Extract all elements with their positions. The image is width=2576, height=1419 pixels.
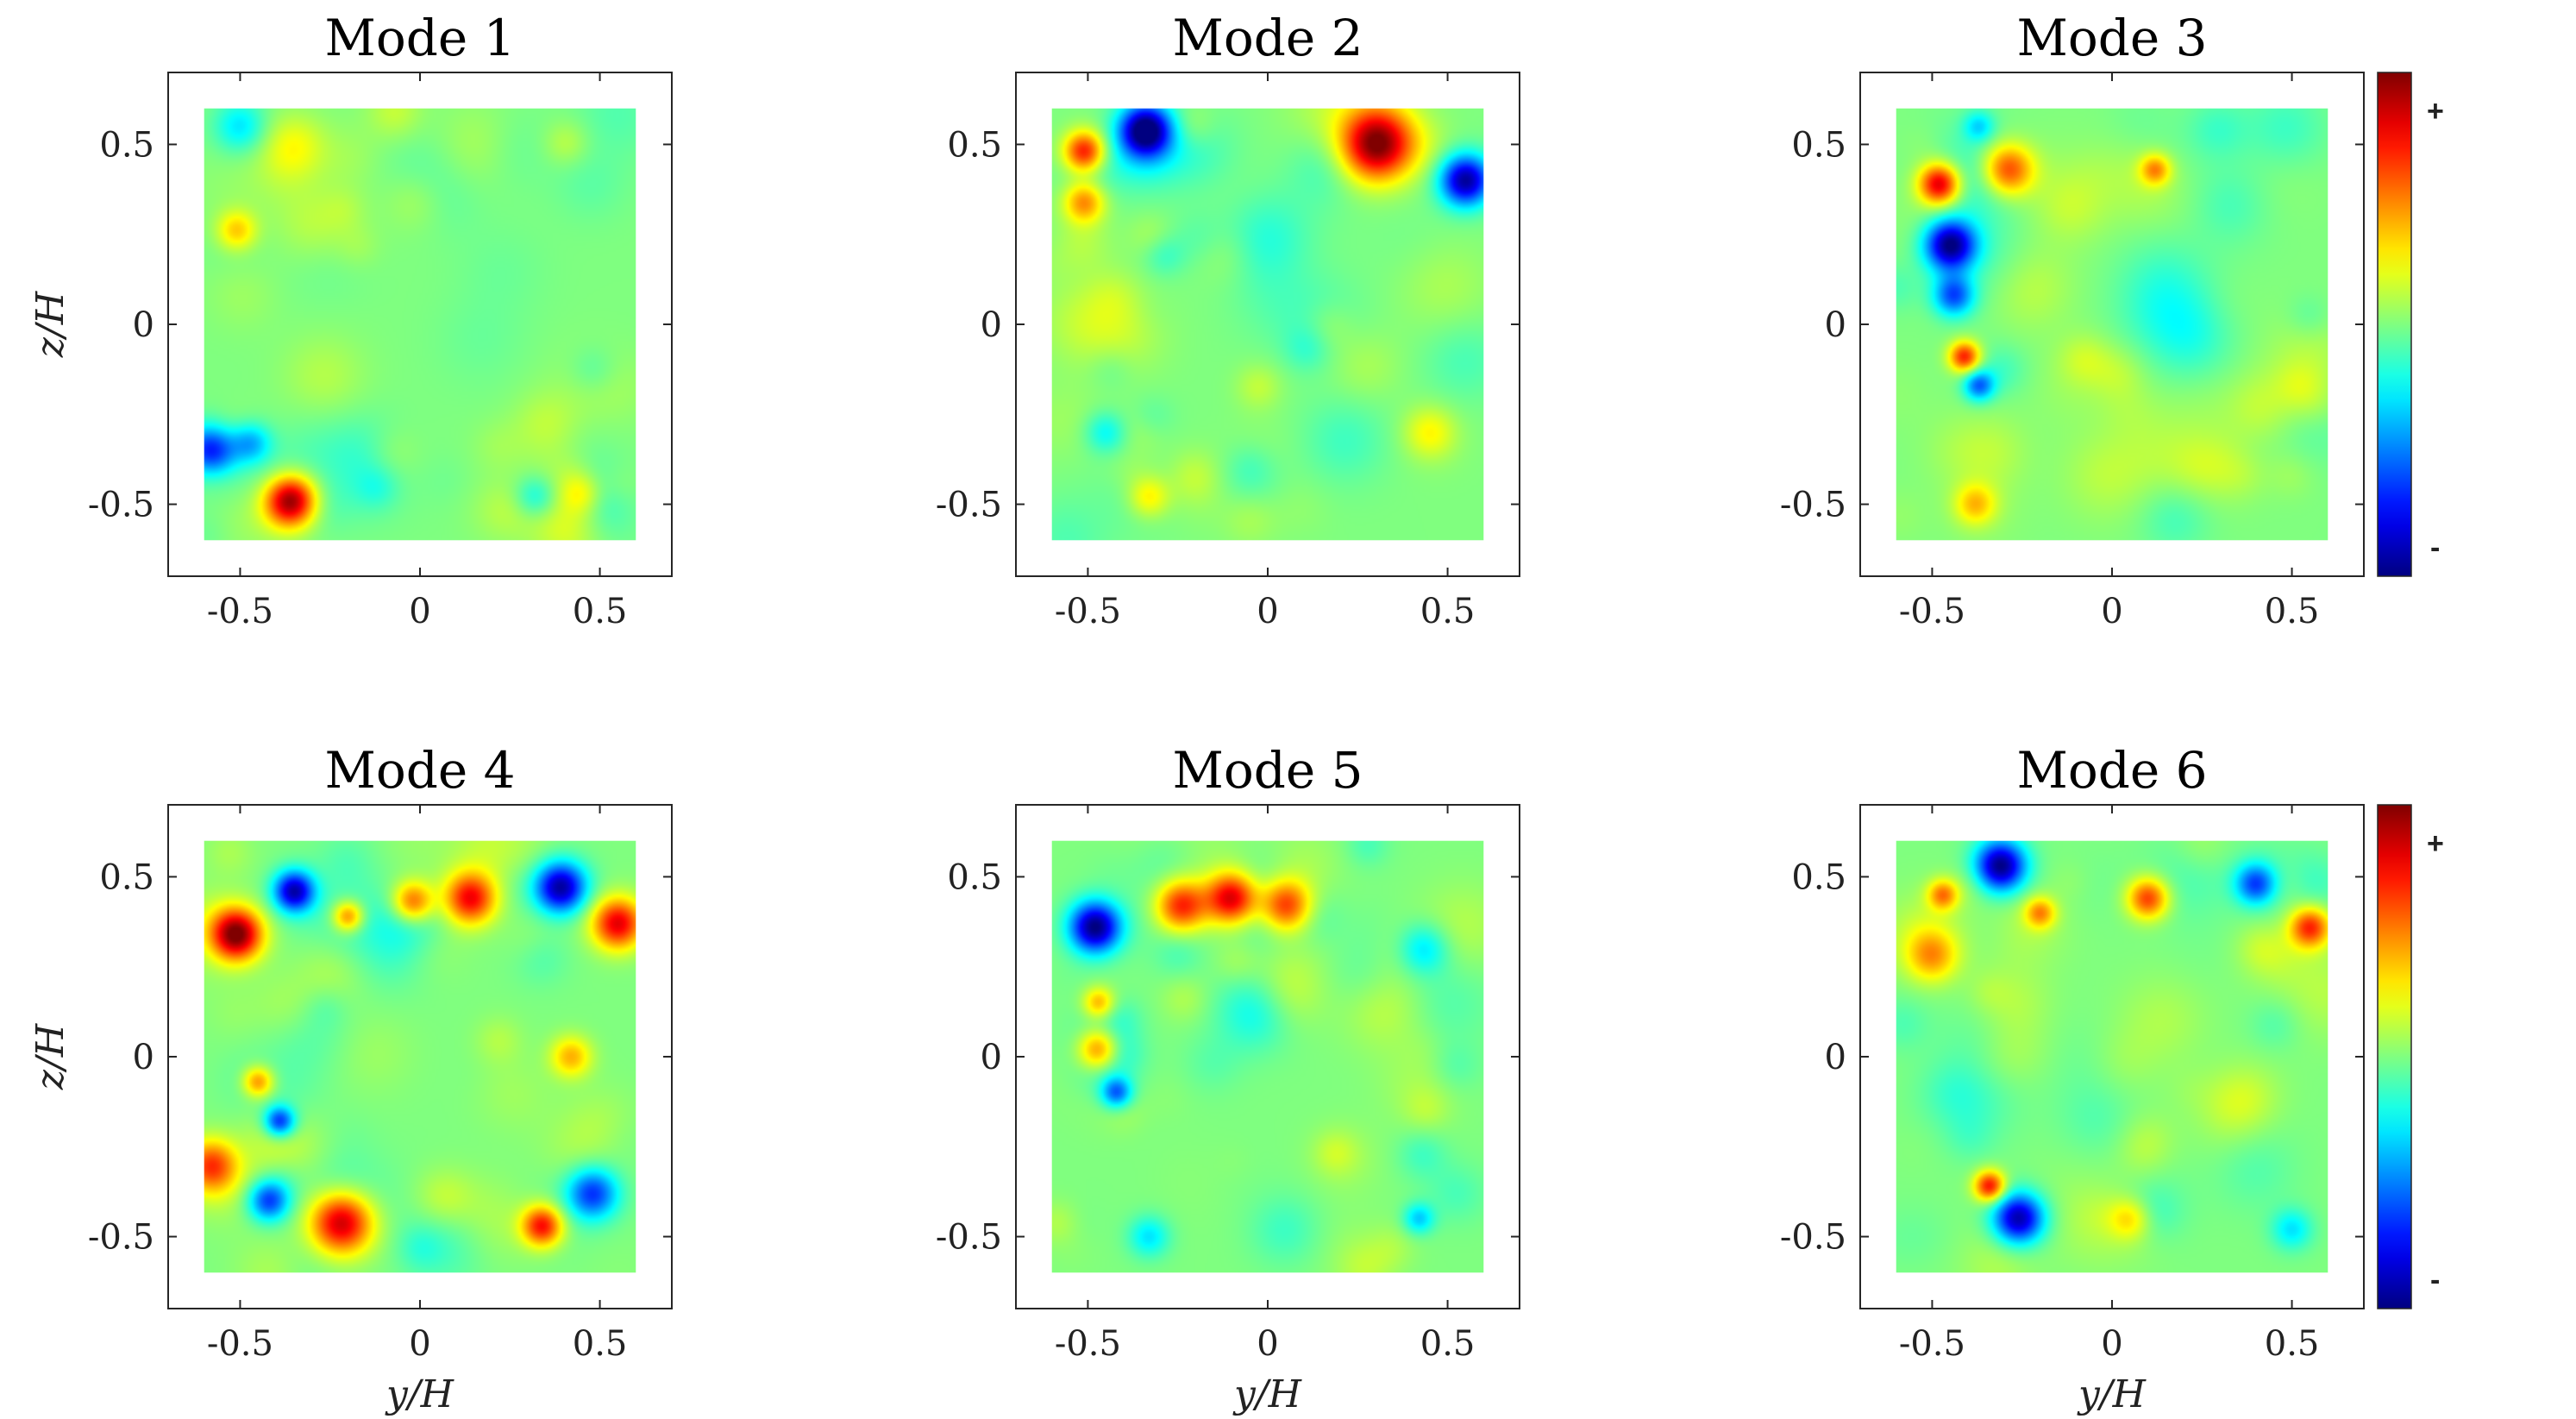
subplot-title: Mode 1 (324, 9, 515, 67)
x-tick-label: 0 (2101, 592, 2122, 631)
x-tick-label: 0 (2101, 1324, 2122, 1364)
y-tick-label: -0.5 (88, 1218, 154, 1258)
subplot-mode-6: -0.5 0 0.5 0.5 0 -0.5 Mode 6 y/H (1780, 741, 2365, 1416)
subplot-title: Mode 2 (1172, 9, 1363, 67)
x-tick-label: 0 (409, 592, 430, 631)
x-tick-label: 0.5 (573, 592, 628, 631)
subplot-title: Mode 5 (1172, 741, 1363, 800)
y-tick-label: 0.5 (99, 125, 154, 165)
y-tick-label: 0 (981, 305, 1002, 345)
x-tick-label: 0 (1257, 592, 1278, 631)
heatmap-field (204, 108, 636, 541)
x-tick-label: 0.5 (2265, 592, 2320, 631)
y-tick-label: -0.5 (1780, 486, 1846, 525)
heatmap-field (1896, 108, 2328, 541)
x-tick-label: 0 (1257, 1324, 1278, 1364)
x-tick-label: -0.5 (1055, 1324, 1121, 1364)
x-tick-label: -0.5 (207, 592, 273, 631)
heatmap-field (1051, 840, 1484, 1273)
y-tick-label: 0.5 (99, 857, 154, 897)
x-axis-label: y/H (2077, 1372, 2147, 1416)
x-tick-label: -0.5 (207, 1324, 273, 1364)
colorbar-1: +- (2377, 72, 2444, 577)
y-tick-label: 0 (133, 305, 154, 345)
x-tick-label: 0.5 (2265, 1324, 2320, 1364)
subplot-mode-4: -0.5 0 0.5 0.5 0 -0.5 Mode 4 y/H z/H (28, 741, 673, 1416)
subplot-title: Mode 4 (324, 741, 515, 800)
colorbar-minus-label: - (2430, 1264, 2440, 1297)
x-tick-label: 0.5 (1420, 1324, 1476, 1364)
y-tick-label: 0.5 (1791, 125, 1846, 165)
y-axis-label: z/H (28, 1022, 72, 1090)
y-tick-label: -0.5 (88, 486, 154, 525)
y-tick-label: 0.5 (947, 857, 1002, 897)
subplot-mode-5: -0.5 0 0.5 0.5 0 -0.5 Mode 5 y/H (936, 741, 1520, 1416)
x-tick-label: 0.5 (1420, 592, 1476, 631)
y-axis-label: z/H (28, 290, 72, 358)
subplot-title: Mode 3 (2016, 9, 2207, 67)
colorbar-gradient (2377, 804, 2412, 1309)
heatmap-field (204, 840, 636, 1273)
x-tick-label: -0.5 (1055, 592, 1121, 631)
y-tick-label: 0 (1825, 305, 1846, 345)
y-tick-label: -0.5 (1780, 1218, 1846, 1258)
x-tick-label: 0.5 (573, 1324, 628, 1364)
y-tick-label: 0.5 (947, 125, 1002, 165)
colorbar-plus-label: + (2427, 95, 2444, 128)
heatmap-field (1896, 840, 2328, 1273)
x-tick-label: 0 (409, 1324, 430, 1364)
colorbar-plus-label: + (2427, 827, 2444, 860)
y-tick-label: 0 (133, 1038, 154, 1077)
colorbar-2: +- (2377, 804, 2444, 1309)
y-tick-label: -0.5 (936, 1218, 1002, 1258)
colorbar-minus-label: - (2430, 531, 2440, 564)
y-tick-label: -0.5 (936, 486, 1002, 525)
subplot-title: Mode 6 (2016, 741, 2207, 800)
y-tick-label: 0.5 (1791, 857, 1846, 897)
x-axis-label: y/H (385, 1372, 455, 1416)
x-axis-label: y/H (1232, 1372, 1303, 1416)
heatmap-field (1051, 108, 1484, 541)
subplot-mode-2: -0.5 0 0.5 0.5 0 -0.5 Mode 2 (936, 9, 1520, 631)
colorbar-gradient (2377, 72, 2412, 577)
y-tick-label: 0 (1825, 1038, 1846, 1077)
subplot-mode-1: -0.5 0 0.5 0.5 0 -0.5 Mode 1 z/H (28, 9, 673, 631)
subplot-mode-3: -0.5 0 0.5 0.5 0 -0.5 Mode 3 (1780, 9, 2365, 631)
y-tick-label: 0 (981, 1038, 1002, 1077)
x-tick-label: -0.5 (1899, 592, 1965, 631)
x-tick-label: -0.5 (1899, 1324, 1965, 1364)
